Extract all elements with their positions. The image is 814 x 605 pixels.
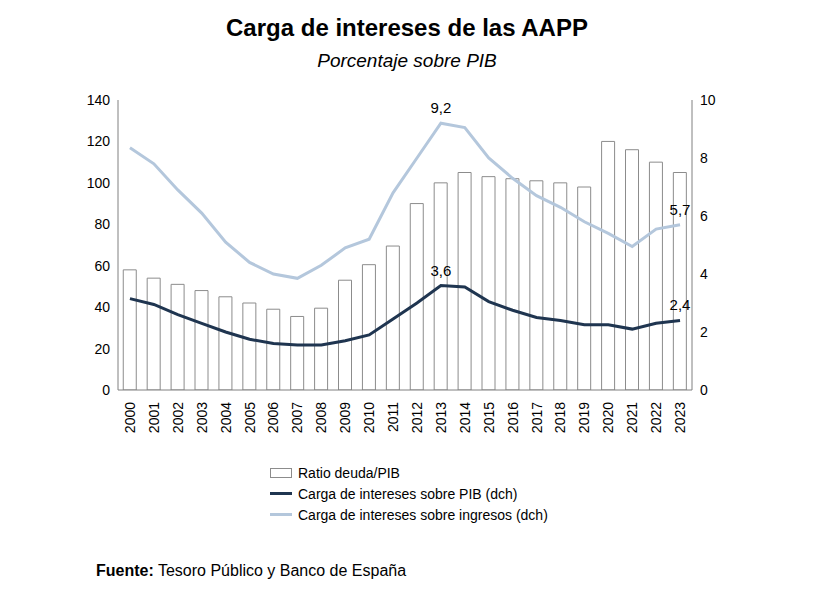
svg-text:80: 80	[94, 216, 110, 232]
svg-text:6: 6	[700, 208, 708, 224]
svg-text:2007: 2007	[289, 402, 305, 433]
svg-text:2002: 2002	[170, 402, 186, 433]
svg-text:60: 60	[94, 258, 110, 274]
svg-text:8: 8	[700, 150, 708, 166]
svg-text:2009: 2009	[337, 402, 353, 433]
svg-text:2008: 2008	[313, 402, 329, 433]
svg-text:2001: 2001	[146, 402, 162, 433]
svg-text:2005: 2005	[242, 402, 258, 433]
svg-text:2015: 2015	[481, 402, 497, 433]
svg-text:2011: 2011	[385, 402, 401, 432]
svg-text:10: 10	[700, 92, 716, 108]
svg-text:2019: 2019	[576, 402, 592, 433]
svg-text:4: 4	[700, 266, 708, 282]
svg-text:2010: 2010	[361, 402, 377, 433]
html-text:Ratio deuda/PIB: Ratio deuda/PIB	[298, 464, 400, 481]
html-text:Carga de intereses sobre PIB (: Carga de intereses sobre PIB (dch)	[298, 485, 518, 502]
svg-text:140: 140	[87, 92, 111, 108]
svg-text:2016: 2016	[505, 402, 521, 433]
svg-text:2021: 2021	[624, 402, 640, 433]
svg-text:3,6: 3,6	[430, 262, 451, 279]
svg-text:9,2: 9,2	[430, 99, 451, 116]
svg-text:2022: 2022	[648, 402, 664, 433]
svg-text:40: 40	[94, 299, 110, 315]
svg-text:0: 0	[102, 382, 110, 398]
html-text:Carga de intereses de las AAPP: Carga de intereses de las AAPP	[226, 14, 588, 41]
svg-text:2018: 2018	[552, 402, 568, 433]
svg-text:2004: 2004	[218, 402, 234, 433]
svg-text:2013: 2013	[433, 402, 449, 433]
html-text:Porcentaje sobre PIB: Porcentaje sobre PIB	[317, 50, 497, 71]
svg-text:2006: 2006	[265, 402, 281, 433]
svg-text:2017: 2017	[529, 402, 545, 433]
svg-text:20: 20	[94, 341, 110, 357]
svg-text:2000: 2000	[122, 402, 138, 433]
svg-text:120: 120	[87, 133, 111, 149]
svg-text:2,4: 2,4	[670, 296, 691, 313]
svg-text:2: 2	[700, 324, 708, 340]
svg-text:5,7: 5,7	[670, 201, 691, 218]
svg-text:0: 0	[700, 382, 708, 398]
svg-text:2020: 2020	[600, 402, 616, 433]
svg-text:100: 100	[87, 175, 111, 191]
svg-text:2003: 2003	[194, 402, 210, 433]
html-text:Fuente: Tesoro Público y Banco: Fuente: Tesoro Público y Banco de España	[96, 562, 407, 579]
svg-text:2014: 2014	[457, 402, 473, 433]
html-text:Carga de intereses sobre ingre: Carga de intereses sobre ingresos (dch)	[298, 506, 548, 523]
svg-text:2012: 2012	[409, 402, 425, 433]
svg-text:2023: 2023	[672, 402, 688, 433]
